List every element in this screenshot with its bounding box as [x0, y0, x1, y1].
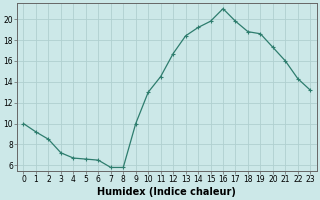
X-axis label: Humidex (Indice chaleur): Humidex (Indice chaleur) — [98, 187, 236, 197]
